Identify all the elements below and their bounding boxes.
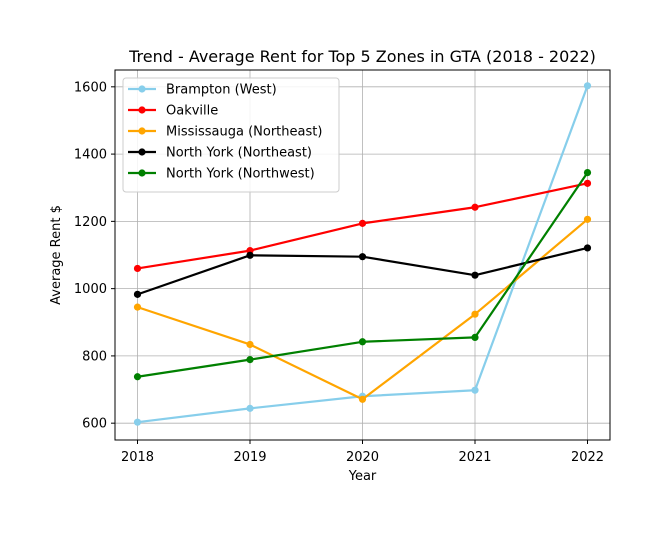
y-tick-label: 1000: [74, 282, 107, 297]
legend-swatch-marker: [138, 148, 146, 156]
data-point-oakville: [583, 179, 592, 187]
x-axis-label: Year: [348, 469, 377, 484]
y-tick-label: 1600: [74, 80, 107, 95]
legend-swatch-marker: [138, 85, 146, 93]
ticks: 2018 2019 2020 2021 2022 600 800 1000 1200 1400 16…: [74, 80, 604, 465]
y-tick-label: 600: [82, 417, 107, 432]
data-point-brampton-west: [133, 418, 142, 426]
data-point-mississauga-northeast: [471, 310, 479, 318]
data-point-north-york-northwest: [246, 356, 254, 364]
data-point-brampton-west: [471, 386, 479, 394]
x-tick-label: 2019: [233, 450, 266, 465]
chart-title: Trend - Average Rent for Top 5 Zones in …: [128, 47, 596, 66]
x-tick-label: 2021: [458, 450, 491, 465]
data-point-north-york-northeast: [133, 290, 142, 298]
x-tick-label: 2020: [346, 450, 379, 465]
legend-label: Mississauga (Northeast): [166, 125, 322, 140]
data-point-oakville: [133, 264, 142, 273]
data-point-north-york-northeast: [246, 251, 254, 259]
y-tick-label: 800: [82, 349, 107, 364]
data-point-brampton-west: [246, 404, 254, 412]
plot-area: [133, 82, 592, 426]
y-tick-label: 1200: [74, 215, 107, 230]
x-tick-label: 2018: [121, 450, 154, 465]
data-point-north-york-northeast: [471, 271, 479, 279]
y-tick-label: 1400: [74, 148, 107, 163]
data-point-oakville: [358, 219, 367, 227]
legend-swatch-marker: [138, 106, 146, 114]
legend-label: North York (Northwest): [166, 167, 315, 182]
data-point-north-york-northwest: [471, 333, 479, 342]
data-point-mississauga-northeast: [358, 395, 367, 403]
data-point-mississauga-northeast: [133, 303, 142, 311]
data-point-north-york-northwest: [583, 168, 592, 177]
data-point-north-york-northeast: [358, 253, 367, 261]
legend-label: Oakville: [166, 104, 218, 119]
legend-swatch-marker: [138, 169, 146, 177]
data-point-oakville: [471, 203, 479, 211]
y-axis-label: Average Rent $: [49, 205, 64, 305]
data-point-brampton-west: [583, 82, 592, 90]
legend-label: North York (Northeast): [166, 146, 312, 161]
data-point-north-york-northwest: [133, 373, 142, 381]
data-point-north-york-northeast: [583, 244, 592, 252]
x-tick-label: 2022: [571, 450, 604, 465]
data-point-mississauga-northeast: [246, 340, 254, 349]
data-point-north-york-northwest: [358, 338, 367, 346]
legend-box: [122, 77, 340, 193]
legend-label: Brampton (West): [166, 83, 277, 98]
legend: Brampton (West) Oakville Mississauga (Nort…: [122, 77, 340, 193]
legend-swatch-marker: [138, 127, 146, 135]
data-point-mississauga-northeast: [583, 215, 592, 223]
